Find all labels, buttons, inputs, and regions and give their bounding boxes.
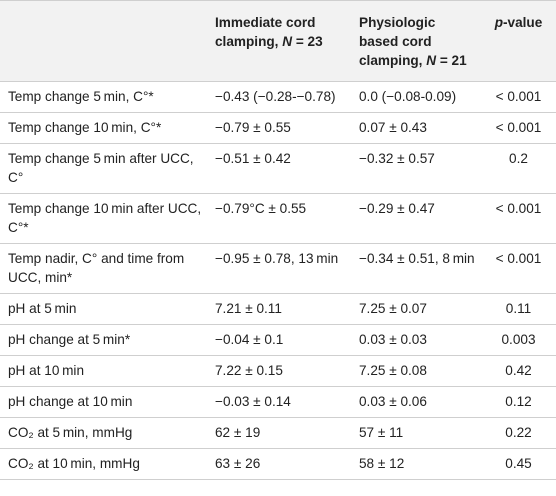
row-pbcc-value: −0.34 ± 0.51, 8 min xyxy=(351,243,481,294)
row-label: pH at 10 min xyxy=(0,355,207,387)
row-label: Temp nadir, C° and time from UCC, min* xyxy=(0,243,207,294)
table-header: Immediate cord clamping, N = 23 Physiolo… xyxy=(0,0,556,82)
row-icc-value: −0.43 (−0.28-−0.78) xyxy=(207,81,351,113)
row-p-value: < 0.001 xyxy=(481,112,556,144)
table-row: Temp change 10 min after UCC, C°* −0.79°… xyxy=(0,193,556,244)
row-pbcc-value: 7.25 ± 0.07 xyxy=(351,293,481,325)
header-icc-suffix: = 23 xyxy=(292,34,323,49)
header-p: p xyxy=(494,15,503,30)
row-p-value: < 0.001 xyxy=(481,81,556,113)
header-pbcc-n: N xyxy=(426,53,437,68)
row-pbcc-value: −0.29 ± 0.47 xyxy=(351,193,481,244)
table-row: Temp change 5 min, C°* −0.43 (−0.28-−0.7… xyxy=(0,81,556,113)
row-pbcc-value: 0.03 ± 0.06 xyxy=(351,386,481,418)
header-row: Immediate cord clamping, N = 23 Physiolo… xyxy=(0,0,556,82)
row-label: Temp change 5 min, C°* xyxy=(0,81,207,113)
row-p-value: 0.42 xyxy=(481,355,556,387)
row-pbcc-value: 0.03 ± 0.03 xyxy=(351,324,481,356)
header-p-value: p-value xyxy=(481,0,556,82)
row-label: pH change at 10 min xyxy=(0,386,207,418)
row-label: Temp change 10 min, C°* xyxy=(0,112,207,144)
row-p-value: 0.11 xyxy=(481,293,556,325)
header-icc-n: N xyxy=(282,34,293,49)
row-label: pH change at 5 min* xyxy=(0,324,207,356)
row-icc-value: −0.79°C ± 0.55 xyxy=(207,193,351,244)
row-pbcc-value: 0.07 ± 0.43 xyxy=(351,112,481,144)
header-p-suffix: -value xyxy=(503,15,543,30)
row-p-value: 0.45 xyxy=(481,448,556,480)
table-row: Temp change 5 min after UCC, C° −0.51 ± … xyxy=(0,143,556,194)
results-table: Immediate cord clamping, N = 23 Physiolo… xyxy=(0,0,556,480)
table-row: CO₂ at 10 min, mmHg 63 ± 26 58 ± 12 0.45 xyxy=(0,448,556,480)
row-icc-value: 63 ± 26 xyxy=(207,448,351,480)
row-label: CO₂ at 5 min, mmHg xyxy=(0,417,207,449)
table-row: pH at 5 min 7.21 ± 0.11 7.25 ± 0.07 0.11 xyxy=(0,293,556,325)
row-pbcc-value: 58 ± 12 xyxy=(351,448,481,480)
row-icc-value: 62 ± 19 xyxy=(207,417,351,449)
row-p-value: < 0.001 xyxy=(481,243,556,294)
row-p-value: < 0.001 xyxy=(481,193,556,244)
row-pbcc-value: 0.0 (−0.08-0.09) xyxy=(351,81,481,113)
header-immediate-cord-clamping: Immediate cord clamping, N = 23 xyxy=(207,0,351,82)
row-icc-value: −0.03 ± 0.14 xyxy=(207,386,351,418)
header-physiologic-cord-clamping: Physiologic based cord clamping, N = 21 xyxy=(351,0,481,82)
header-pbcc-prefix: Physiologic based cord clamping, xyxy=(359,15,436,68)
row-pbcc-value: 7.25 ± 0.08 xyxy=(351,355,481,387)
table-row: pH at 10 min 7.22 ± 0.15 7.25 ± 0.08 0.4… xyxy=(0,355,556,387)
table-row: Temp change 10 min, C°* −0.79 ± 0.55 0.0… xyxy=(0,112,556,144)
table-row: CO₂ at 5 min, mmHg 62 ± 19 57 ± 11 0.22 xyxy=(0,417,556,449)
row-icc-value: 7.21 ± 0.11 xyxy=(207,293,351,325)
row-p-value: 0.12 xyxy=(481,386,556,418)
row-icc-value: −0.95 ± 0.78, 13 min xyxy=(207,243,351,294)
row-label: CO₂ at 10 min, mmHg xyxy=(0,448,207,480)
header-variable xyxy=(0,0,207,82)
row-icc-value: 7.22 ± 0.15 xyxy=(207,355,351,387)
row-p-value: 0.2 xyxy=(481,143,556,194)
row-icc-value: −0.04 ± 0.1 xyxy=(207,324,351,356)
table-row: pH change at 5 min* −0.04 ± 0.1 0.03 ± 0… xyxy=(0,324,556,356)
row-icc-value: −0.79 ± 0.55 xyxy=(207,112,351,144)
row-label: Temp change 5 min after UCC, C° xyxy=(0,143,207,194)
row-pbcc-value: 57 ± 11 xyxy=(351,417,481,449)
row-p-value: 0.003 xyxy=(481,324,556,356)
row-pbcc-value: −0.32 ± 0.57 xyxy=(351,143,481,194)
row-label: pH at 5 min xyxy=(0,293,207,325)
header-icc-prefix: Immediate cord clamping, xyxy=(215,15,316,49)
header-pbcc-suffix: = 21 xyxy=(436,53,467,68)
table-body: Temp change 5 min, C°* −0.43 (−0.28-−0.7… xyxy=(0,81,556,480)
table-row: pH change at 10 min −0.03 ± 0.14 0.03 ± … xyxy=(0,386,556,418)
table-row: Temp nadir, C° and time from UCC, min* −… xyxy=(0,243,556,294)
row-label: Temp change 10 min after UCC, C°* xyxy=(0,193,207,244)
row-p-value: 0.22 xyxy=(481,417,556,449)
row-icc-value: −0.51 ± 0.42 xyxy=(207,143,351,194)
